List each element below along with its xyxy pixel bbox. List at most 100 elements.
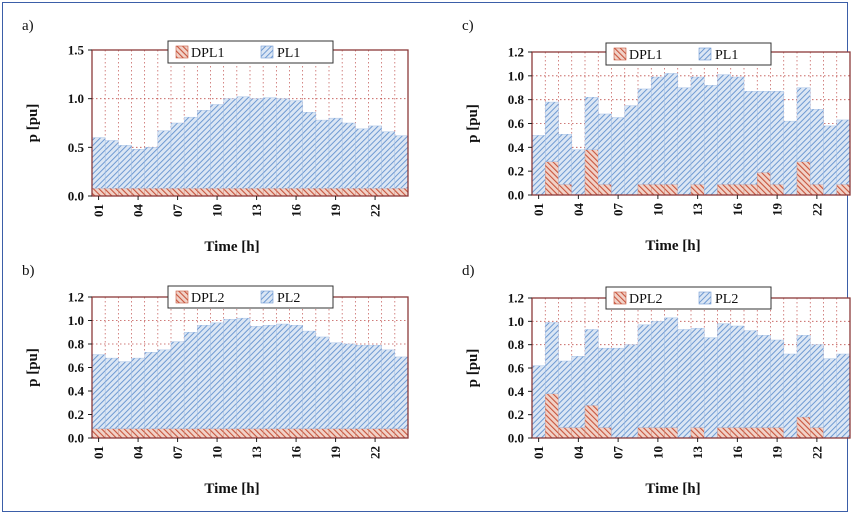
bar-pl1-21 bbox=[355, 128, 369, 189]
bar-dpl1-08 bbox=[183, 188, 198, 197]
bar-dpl1-09 bbox=[197, 188, 211, 197]
x-tick-label: 07 bbox=[170, 446, 185, 460]
bar-pl1-08 bbox=[183, 116, 198, 189]
bar-dpl1-12 bbox=[236, 188, 251, 197]
bar-dpl2-02 bbox=[104, 428, 119, 439]
x-tick-label: 22 bbox=[368, 446, 383, 459]
panel-label: b) bbox=[22, 263, 35, 279]
x-axis-title: Time [h] bbox=[204, 239, 259, 255]
bar-pl1-05 bbox=[144, 147, 159, 189]
bar-pl1-02 bbox=[104, 140, 119, 189]
bar-pl2-01 bbox=[531, 365, 546, 439]
bar-pl1-21 bbox=[796, 87, 811, 162]
bar-pl2-16 bbox=[730, 325, 745, 428]
bar-dpl2-18 bbox=[757, 427, 771, 439]
legend-swatch-pl bbox=[698, 47, 712, 61]
bar-dpl2-06 bbox=[157, 428, 172, 439]
bar-pl1-12 bbox=[677, 87, 692, 196]
legend-swatch-dpl bbox=[613, 47, 627, 61]
bar-pl2-24 bbox=[836, 353, 851, 439]
bar-dpl2-19 bbox=[328, 428, 343, 439]
x-tick-label: 19 bbox=[770, 446, 785, 460]
x-tick-label: 19 bbox=[328, 204, 343, 218]
bar-pl1-15 bbox=[276, 98, 290, 189]
x-axis-title: Time [h] bbox=[204, 481, 259, 497]
legend-swatch-dpl bbox=[613, 291, 627, 305]
bar-pl2-17 bbox=[302, 330, 317, 429]
bar-pl1-04 bbox=[131, 149, 145, 189]
bar-pl2-15 bbox=[276, 323, 290, 429]
bar-dpl1-18 bbox=[757, 172, 771, 196]
x-tick-label: 13 bbox=[690, 203, 705, 217]
bar-dpl1-22 bbox=[810, 184, 824, 196]
bar-dpl1-03 bbox=[558, 184, 572, 196]
bar-dpl2-03 bbox=[118, 428, 132, 439]
bar-pl2-13 bbox=[690, 328, 705, 428]
bar-pl1-03 bbox=[558, 134, 572, 185]
legend-box bbox=[167, 40, 334, 64]
x-tick-label: 04 bbox=[571, 446, 586, 460]
bar-pl1-22 bbox=[810, 108, 824, 185]
chart-panel-a: a) 0.0 0.5 1.0 1.5 01 04 07 10 13 16 19 22 Time [h] p … bbox=[22, 18, 409, 255]
bar-pl1-19 bbox=[770, 91, 784, 185]
bar-dpl1-22 bbox=[368, 188, 382, 197]
bar-pl1-03 bbox=[118, 145, 132, 189]
y-tick-label: 0.2 bbox=[508, 407, 524, 422]
bar-pl1-01 bbox=[531, 135, 546, 196]
bar-dpl1-04 bbox=[131, 188, 145, 197]
bar-dpl2-23 bbox=[381, 428, 396, 439]
bar-pl1-06 bbox=[157, 130, 172, 189]
x-tick-label: 13 bbox=[249, 204, 264, 218]
x-tick-label: 01 bbox=[531, 446, 546, 459]
legend-swatch-pl bbox=[698, 291, 712, 305]
bar-pl2-09 bbox=[197, 325, 211, 429]
bar-pl1-07 bbox=[170, 122, 185, 189]
bar-pl2-10 bbox=[651, 321, 665, 428]
bar-pl1-09 bbox=[197, 110, 211, 189]
bar-pl1-24 bbox=[394, 135, 409, 189]
bar-pl2-23 bbox=[381, 349, 396, 429]
bar-dpl2-15 bbox=[276, 428, 290, 439]
x-tick-label: 07 bbox=[611, 446, 626, 460]
bar-pl2-14 bbox=[704, 337, 718, 439]
panel-label: c) bbox=[462, 18, 474, 34]
bar-pl1-20 bbox=[783, 120, 798, 196]
bar-pl1-20 bbox=[341, 122, 356, 189]
y-tick-label: 0.0 bbox=[508, 431, 524, 446]
y-tick-label: 0.6 bbox=[68, 360, 85, 375]
bar-pl1-09 bbox=[637, 88, 652, 185]
bar-pl2-03 bbox=[118, 361, 132, 429]
bar-dpl2-02 bbox=[545, 393, 559, 439]
bar-dpl1-10 bbox=[651, 184, 665, 196]
bar-pl2-11 bbox=[223, 319, 238, 429]
bar-pl2-08 bbox=[624, 344, 639, 439]
y-tick-label: 0.6 bbox=[508, 361, 525, 376]
bar-pl2-10 bbox=[210, 322, 224, 429]
bar-pl2-20 bbox=[783, 353, 798, 439]
legend-label-pl: PL2 bbox=[277, 291, 300, 306]
bar-dpl2-01 bbox=[91, 428, 106, 439]
bar-dpl2-10 bbox=[651, 427, 665, 439]
bar-dpl1-16 bbox=[289, 188, 303, 197]
bar-pl2-23 bbox=[823, 358, 837, 439]
y-tick-label: 0.8 bbox=[508, 92, 525, 107]
legend-swatch-pl bbox=[260, 45, 274, 59]
x-tick-label: 22 bbox=[809, 203, 824, 216]
bar-pl1-04 bbox=[571, 149, 586, 196]
x-tick-label: 22 bbox=[809, 446, 824, 459]
y-tick-label: 1.0 bbox=[68, 91, 84, 106]
legend: DPL2 PL2 bbox=[167, 285, 334, 309]
bar-pl2-08 bbox=[183, 332, 198, 429]
x-tick-label: 13 bbox=[249, 446, 264, 460]
x-tick-label: 22 bbox=[368, 204, 383, 217]
bar-dpl2-18 bbox=[315, 428, 330, 439]
bar-pl1-15 bbox=[717, 74, 731, 185]
bar-dpl1-17 bbox=[743, 184, 758, 196]
legend-label-pl: PL2 bbox=[715, 292, 738, 307]
bar-dpl1-15 bbox=[276, 188, 290, 197]
bar-dpl1-24 bbox=[836, 184, 851, 196]
bar-dpl2-15 bbox=[717, 427, 731, 439]
x-tick-label: 04 bbox=[131, 204, 146, 218]
bar-dpl2-09 bbox=[637, 427, 652, 439]
